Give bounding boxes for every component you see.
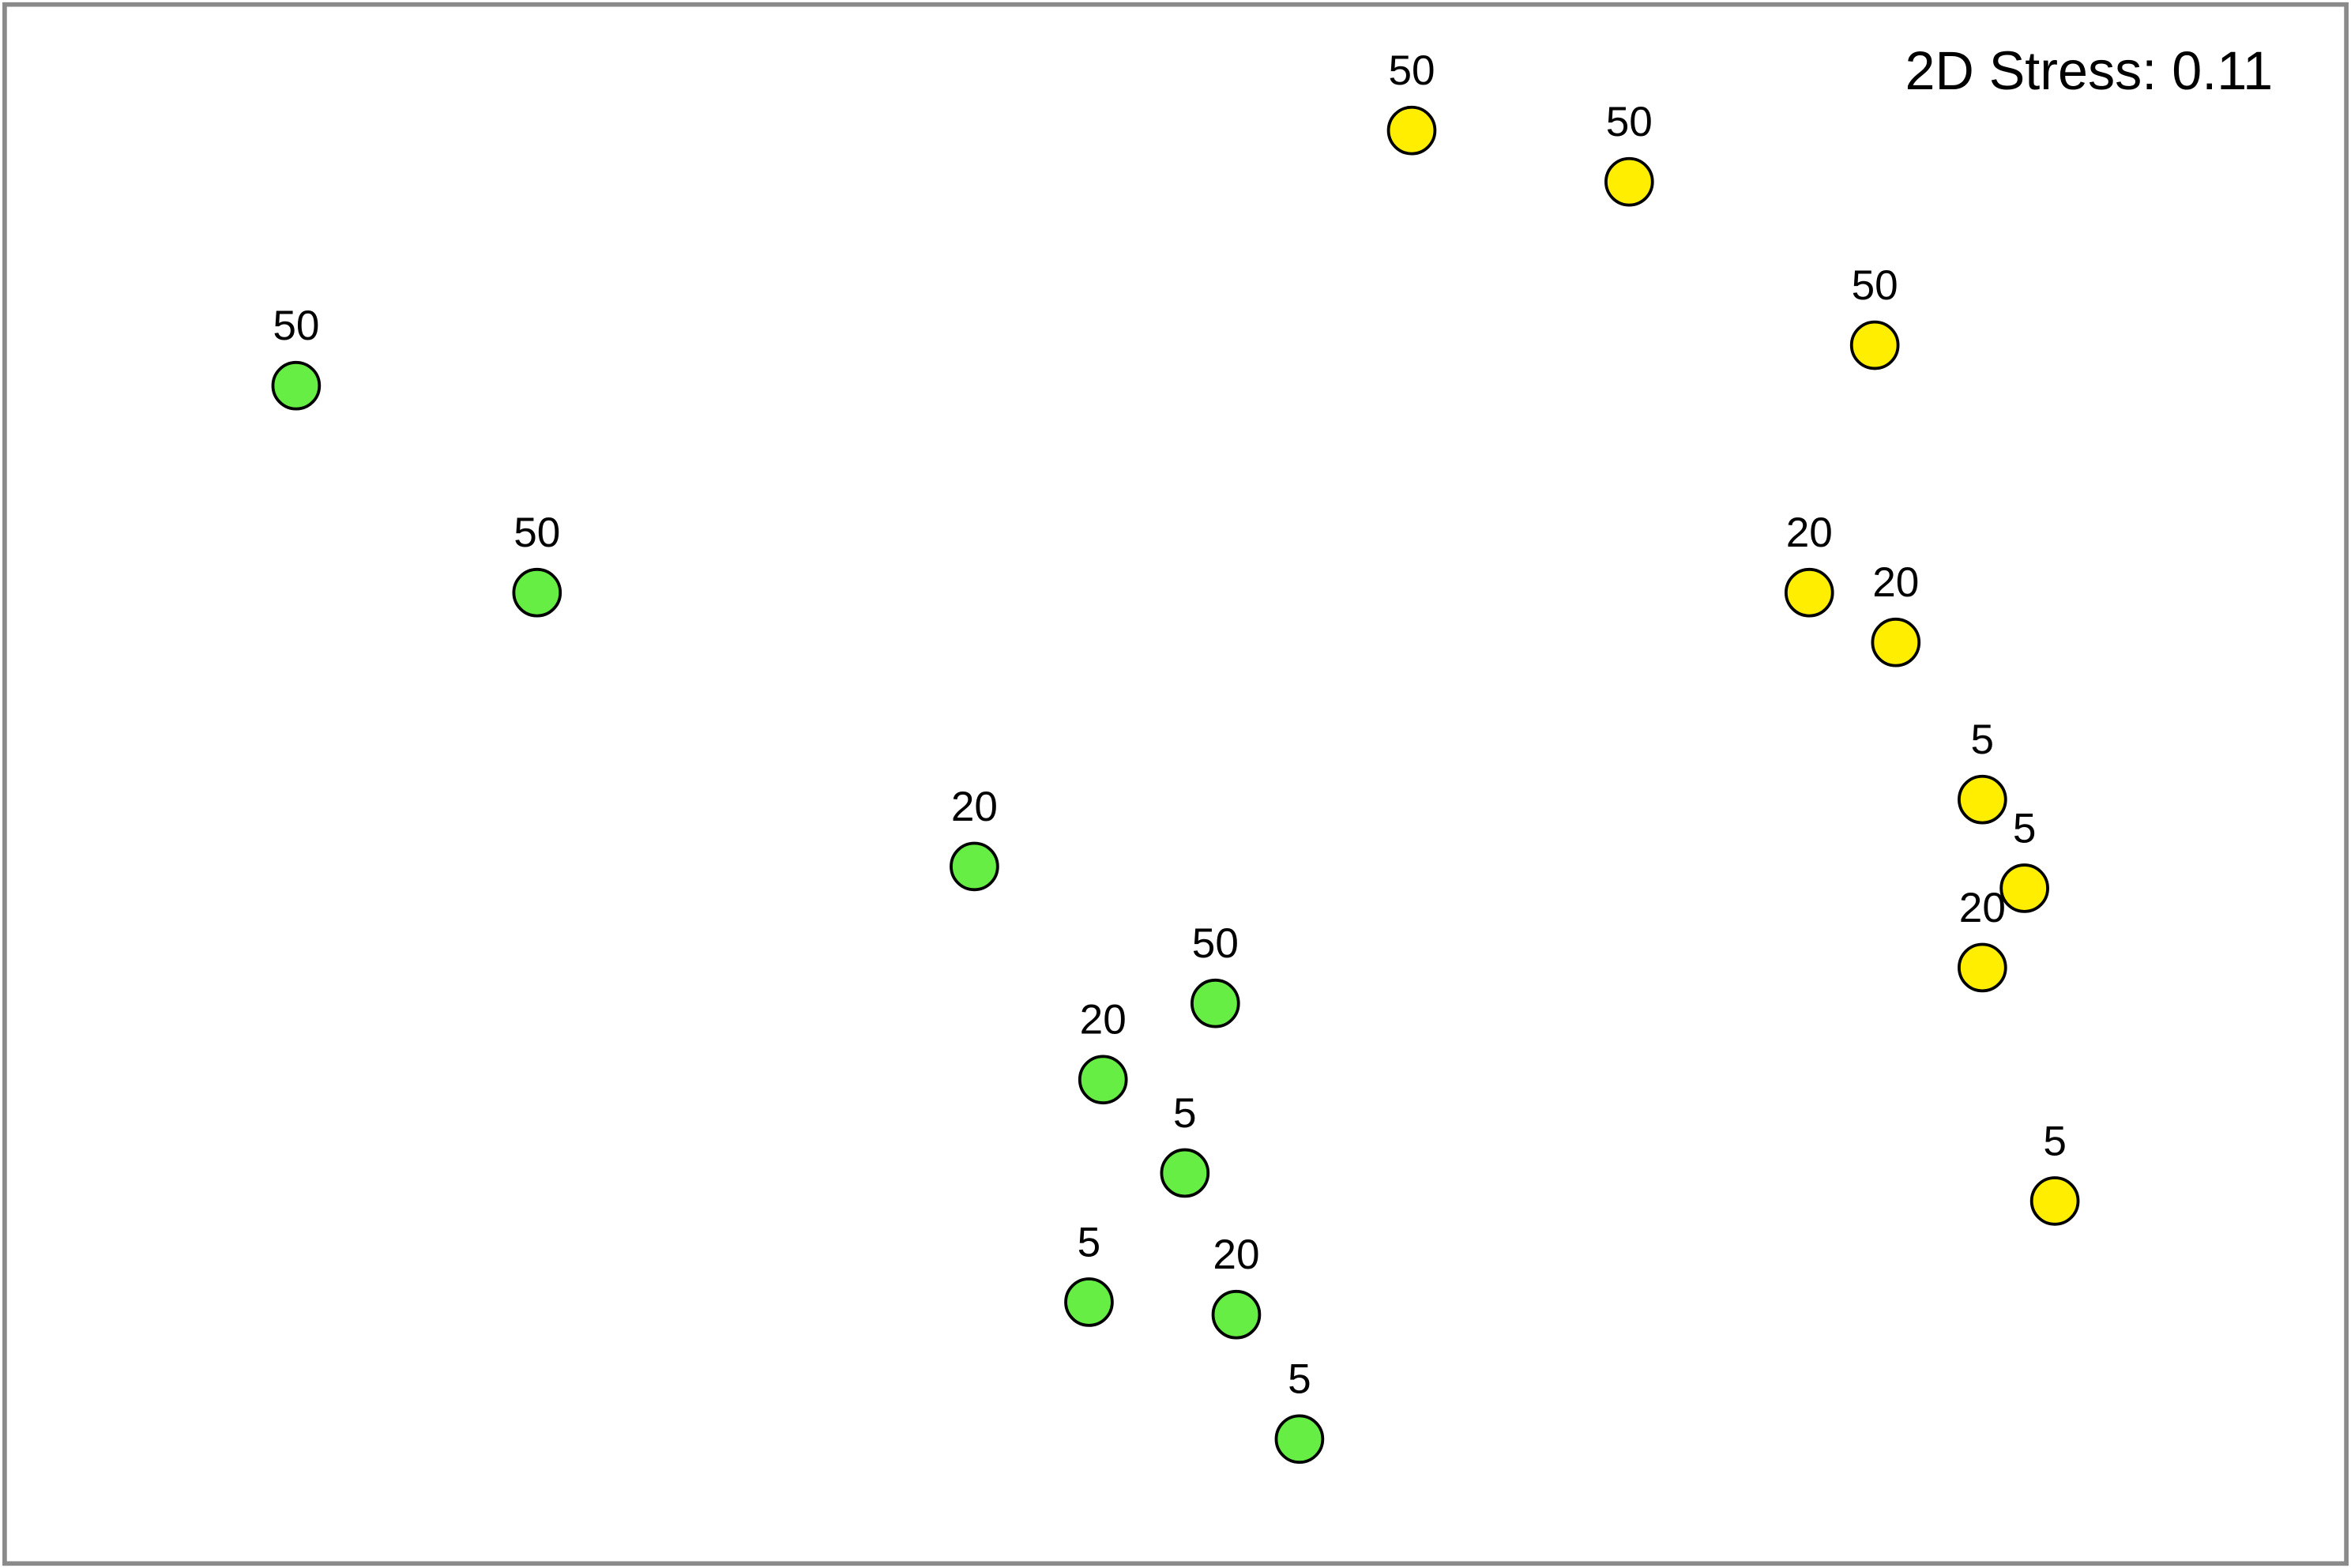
point bbox=[1211, 1289, 1262, 1340]
point-label: 5 bbox=[1173, 1090, 1197, 1137]
point bbox=[1958, 942, 2007, 993]
point-label: 5 bbox=[1288, 1356, 1311, 1403]
point-label: 20 bbox=[1213, 1231, 1259, 1278]
point-label: 5 bbox=[1078, 1219, 1101, 1265]
stress-annotation: 2D Stress: 0.11 bbox=[1905, 41, 2273, 101]
point-label: 50 bbox=[1606, 99, 1653, 145]
point bbox=[1604, 156, 1654, 207]
point bbox=[950, 841, 999, 892]
point-label: 5 bbox=[1971, 716, 1995, 763]
point-label: 50 bbox=[1852, 262, 1898, 309]
point-label: 20 bbox=[1786, 510, 1833, 556]
point bbox=[1064, 1277, 1114, 1327]
point-label: 20 bbox=[1872, 559, 1919, 606]
point bbox=[1191, 978, 1240, 1028]
point-label: 5 bbox=[2013, 805, 2037, 852]
point bbox=[1274, 1414, 1325, 1465]
point bbox=[1871, 617, 1921, 667]
point-label: 50 bbox=[273, 303, 319, 349]
point bbox=[512, 567, 562, 618]
point-label: 50 bbox=[1388, 47, 1435, 94]
point-label: 5 bbox=[2043, 1118, 2067, 1164]
point bbox=[1386, 105, 1437, 156]
point-label: 20 bbox=[951, 784, 998, 830]
point bbox=[1078, 1055, 1128, 1105]
point bbox=[271, 360, 322, 411]
point-label: 50 bbox=[1192, 920, 1239, 967]
point-label: 20 bbox=[1959, 885, 2006, 931]
point bbox=[1958, 774, 2007, 825]
point bbox=[1849, 320, 1900, 370]
point-label: 50 bbox=[513, 510, 560, 556]
point bbox=[1999, 863, 2049, 913]
point bbox=[1160, 1148, 1210, 1198]
point bbox=[2029, 1176, 2080, 1226]
point-label: 20 bbox=[1080, 997, 1127, 1043]
point bbox=[1784, 567, 1834, 618]
